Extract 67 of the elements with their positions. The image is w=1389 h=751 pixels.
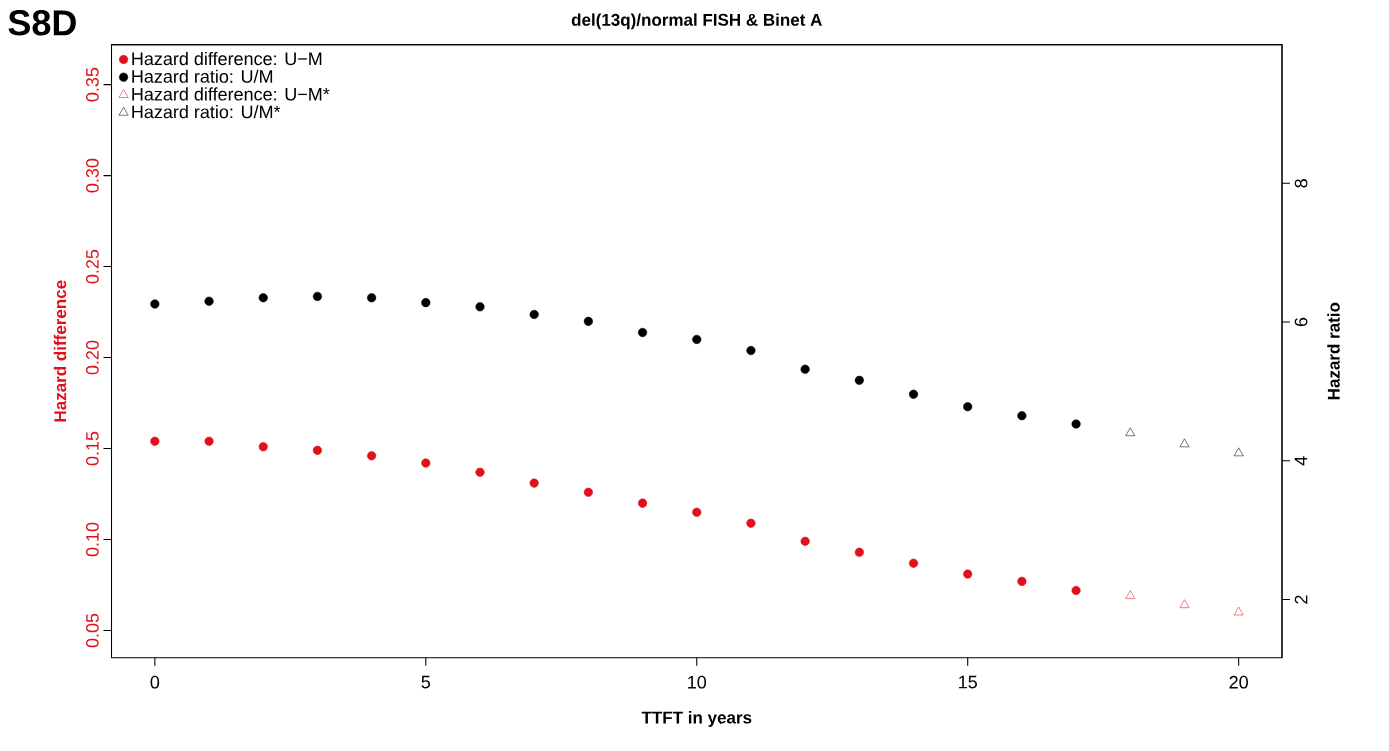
x-tick-label: 20 — [1229, 675, 1248, 689]
point — [1179, 438, 1190, 448]
legend-label: Hazard ratio: U/M* — [132, 105, 281, 119]
y-tick-label: 0.10 — [86, 522, 99, 557]
legend-label: Hazard difference: U−M* — [132, 87, 330, 101]
y-tick-label: 0.15 — [86, 431, 99, 466]
legend-label: Hazard ratio: U/M — [132, 69, 273, 83]
point — [475, 302, 485, 312]
text: S8D — [8, 10, 76, 36]
point — [1017, 576, 1027, 586]
x-tick-label: 5 — [421, 675, 431, 689]
point — [908, 389, 919, 399]
point — [204, 296, 214, 306]
y2-tick-label: 6 — [1294, 317, 1308, 327]
y-tick-label: 0.35 — [86, 67, 99, 102]
point — [204, 436, 214, 446]
point — [529, 309, 539, 319]
y-axis-title: Hazard difference — [53, 280, 67, 422]
point — [854, 375, 864, 385]
x-tick-label: 10 — [688, 675, 707, 689]
point — [1071, 585, 1081, 596]
point — [1071, 419, 1081, 429]
x-tick-label: 15 — [959, 675, 977, 689]
legend-label: Hazard difference: U−M — [132, 51, 322, 66]
point — [475, 467, 485, 477]
point — [583, 487, 593, 497]
y2-tick-label: 4 — [1294, 456, 1308, 466]
point — [258, 293, 268, 303]
y-tick-label: 0.20 — [86, 340, 99, 375]
point — [583, 316, 593, 326]
point — [312, 291, 322, 301]
point — [150, 436, 160, 446]
point — [1125, 590, 1136, 599]
y-tick-label: 0.30 — [86, 158, 99, 193]
point — [692, 334, 702, 344]
point — [746, 518, 756, 528]
point — [800, 536, 810, 546]
point — [692, 507, 702, 517]
point — [963, 402, 973, 412]
point — [1233, 447, 1244, 457]
y2-axis-title: Hazard ratio — [1327, 302, 1340, 400]
point — [854, 547, 864, 557]
y2-tick-label: 8 — [1294, 179, 1308, 188]
point — [1179, 599, 1190, 608]
point — [800, 364, 810, 374]
point — [258, 442, 268, 452]
y-tick-label: 0.05 — [86, 613, 99, 648]
y2-tick-label: 2 — [1294, 595, 1308, 604]
x-axis-title: TTFT in years — [641, 711, 752, 727]
point — [529, 478, 539, 488]
point — [638, 327, 648, 337]
y-tick-label: 0.25 — [86, 249, 99, 284]
point — [367, 451, 377, 461]
point — [746, 345, 756, 356]
point — [367, 293, 377, 303]
point — [1233, 606, 1244, 616]
chart-title: del(13q)/normal FISH & Binet A — [571, 13, 822, 30]
point — [150, 299, 160, 309]
point — [421, 458, 431, 468]
point — [1017, 411, 1027, 421]
point — [1125, 427, 1136, 436]
point — [638, 498, 648, 508]
point — [312, 445, 322, 455]
point — [963, 569, 973, 579]
x-tick-label: 0 — [150, 675, 160, 689]
point — [421, 298, 431, 308]
point — [908, 558, 919, 568]
